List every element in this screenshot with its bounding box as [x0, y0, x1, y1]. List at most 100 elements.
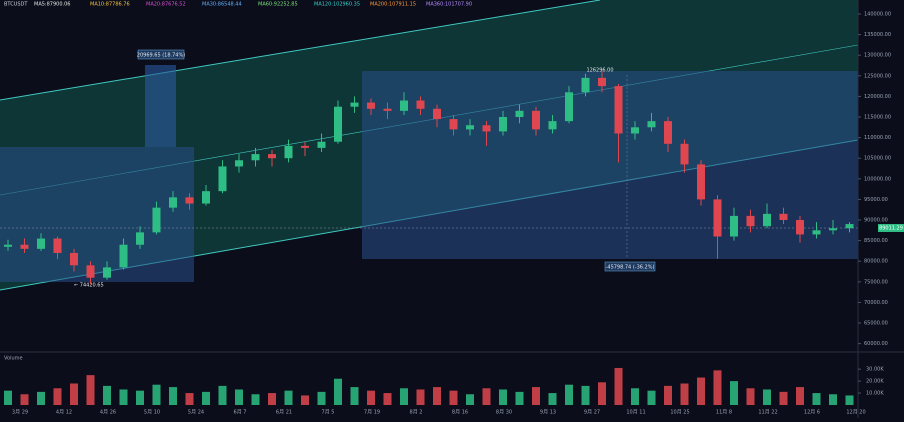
volume-bar: [416, 389, 425, 405]
candle-body: [86, 265, 95, 278]
volume-bar: [53, 388, 62, 405]
candle-body: [185, 197, 194, 204]
x-tick-label: 8月 2: [410, 410, 423, 416]
x-tick-label: 10月 25: [670, 410, 689, 416]
y-tick-label: 125000.00: [864, 73, 891, 79]
x-tick-label: 4月 26: [100, 410, 116, 416]
volume-bar: [185, 393, 194, 405]
volume-bar: [284, 390, 293, 405]
y-tick-label: 65000.00: [864, 321, 888, 327]
volume-bar: [136, 390, 144, 405]
last-price: 89011.29: [879, 226, 903, 232]
y-tick-label: 95000.00: [864, 197, 888, 203]
candle-body: [730, 215, 738, 237]
volume-bar: [548, 393, 557, 405]
volume-bar: [301, 395, 309, 405]
candle-body: [779, 213, 788, 221]
volume-bar: [697, 377, 705, 405]
x-tick-label: 12月 6: [804, 410, 820, 416]
volume-title: Volume: [4, 356, 23, 362]
x-tick-label: 10月 11: [626, 410, 645, 416]
volume-bar: [449, 390, 458, 405]
candle-body: [433, 108, 441, 120]
indicator: MA10:87786.76: [90, 2, 130, 8]
volume-bar: [796, 387, 804, 405]
candle-body: [466, 125, 474, 130]
y-tick-label: 115000.00: [864, 115, 891, 121]
volume-bar: [466, 394, 474, 405]
candle-body: [202, 191, 210, 204]
candle-body: [581, 77, 590, 93]
candle-body: [746, 215, 755, 227]
range-box: [362, 71, 858, 259]
candle-body: [829, 228, 837, 231]
candle-body: [515, 110, 524, 118]
candle-body: [4, 244, 12, 247]
candle-body: [697, 164, 705, 200]
x-tick-label: 8月 16: [452, 410, 468, 416]
volume-bar: [37, 391, 45, 405]
x-tick-label: 9月 27: [584, 410, 600, 416]
volume-bar: [20, 394, 29, 405]
indicator: MA360:101707.90: [426, 2, 472, 8]
y-tick-label: 110000.00: [864, 135, 891, 141]
annotation-box: [604, 261, 656, 272]
candle-body: [284, 145, 293, 159]
candle-body: [763, 213, 771, 227]
candle-body: [367, 102, 375, 109]
y-tick-label: 70000.00: [864, 300, 888, 306]
indicator: MA60:92252.85: [258, 2, 298, 8]
volume-bar: [746, 388, 755, 405]
volume-bar: [515, 391, 524, 405]
volume-bar: [202, 391, 210, 405]
v-tick-label: 20.00K: [866, 379, 884, 385]
volume-bar: [268, 393, 276, 405]
indicator: MA120:102960.35: [314, 2, 360, 8]
candle-body: [548, 121, 557, 130]
volume-bar: [730, 381, 738, 405]
candle-body: [614, 86, 623, 134]
x-tick-label: 8月 30: [496, 410, 512, 416]
candle-body: [103, 267, 111, 278]
candle-body: [317, 141, 326, 148]
candle-body: [383, 108, 392, 111]
candle-body: [20, 244, 29, 249]
indicator: MA30:86548.44: [202, 2, 242, 8]
volume-bar: [350, 387, 359, 405]
y-tick-label: 105000.00: [864, 156, 891, 162]
volume-bar: [532, 387, 540, 405]
candle-body: [598, 77, 606, 87]
y-tick-label: 80000.00: [864, 259, 888, 265]
candle-body: [812, 230, 821, 235]
x-tick-label: 5月 10: [144, 410, 160, 416]
annotation: ← 74420.65: [74, 283, 104, 289]
title: BTCUSDT: [4, 2, 28, 8]
x-tick-label: 7月 5: [322, 410, 335, 416]
annotation: 126296.00: [586, 68, 613, 74]
candle-body: [482, 125, 491, 132]
volume-bar: [647, 390, 656, 405]
y-tick-label: 75000.00: [864, 279, 888, 285]
candle-body: [647, 121, 656, 128]
volume-bar: [482, 388, 491, 405]
v-tick-label: 30.00K: [866, 367, 884, 373]
volume-bar: [70, 383, 78, 405]
volume-bar: [4, 390, 12, 405]
volume-bar: [235, 389, 243, 405]
volume-bar: [251, 394, 260, 405]
candle-body: [268, 154, 276, 159]
volume-bar: [565, 384, 573, 405]
volume-bar: [631, 388, 639, 405]
x-tick-label: 3月 29: [12, 410, 28, 416]
candle-body: [713, 199, 722, 237]
y-tick-label: 120000.00: [864, 94, 891, 100]
volume-bar: [845, 395, 854, 405]
x-tick-label: 11月 22: [758, 410, 777, 416]
volume-bar: [598, 382, 606, 405]
y-tick-label: 100000.00: [864, 176, 891, 182]
y-tick-label: 90000.00: [864, 218, 888, 224]
v-tick-label: 10.00K: [866, 391, 884, 397]
candle-body: [449, 119, 458, 130]
annotation-box: [137, 49, 185, 60]
